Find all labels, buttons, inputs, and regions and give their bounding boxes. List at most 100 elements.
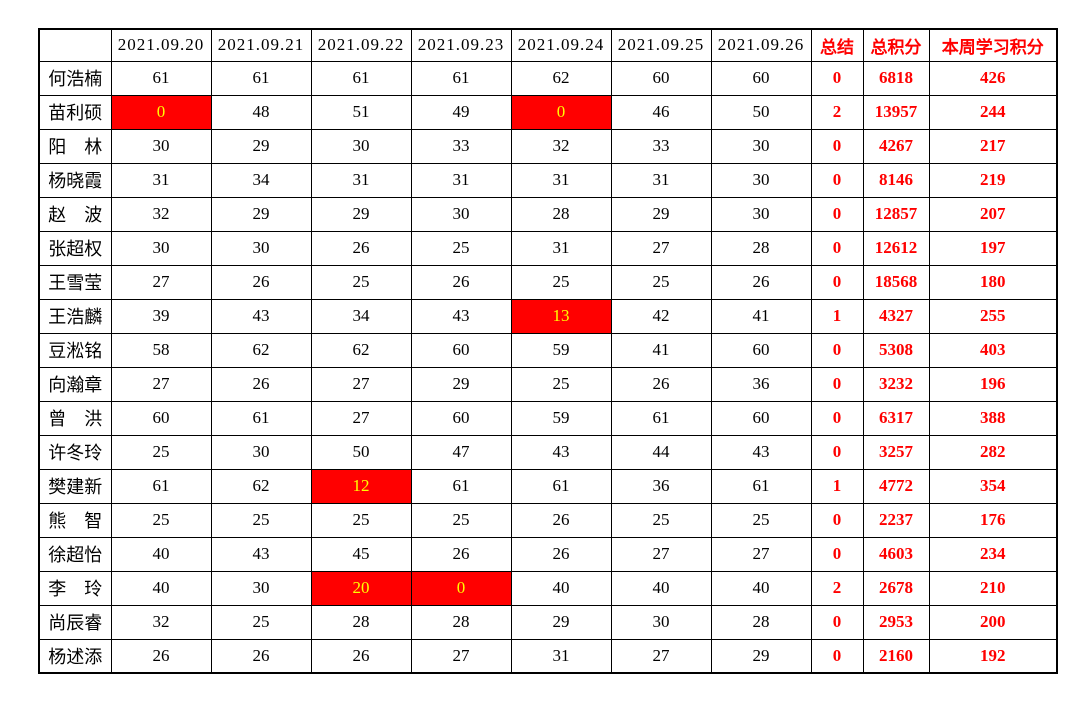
daily-score-cell: 59 — [510, 332, 612, 368]
daily-score-cell: 62 — [210, 468, 312, 504]
daily-score-cell: 40 — [110, 536, 212, 572]
daily-score-cell: 29 — [310, 196, 412, 232]
daily-score-cell: 41 — [710, 298, 812, 334]
date-header-cell: 2021.09.24 — [510, 28, 612, 62]
daily-score-cell: 61 — [510, 468, 612, 504]
date-header-cell: 2021.09.26 — [710, 28, 812, 62]
daily-score-cell: 50 — [310, 434, 412, 470]
table-row: 杨晓霞 31 34 31 31 31 31 30 0 8146 219 — [38, 162, 1058, 198]
daily-score-cell: 30 — [110, 230, 212, 266]
table-row: 杨述添 26 26 26 27 31 27 29 0 2160 192 — [38, 638, 1058, 674]
daily-score-cell: 26 — [110, 638, 212, 674]
daily-score-cell: 30 — [710, 196, 812, 232]
week-points-cell: 180 — [928, 264, 1058, 300]
daily-score-cell: 31 — [110, 162, 212, 198]
week-points-cell: 234 — [928, 536, 1058, 572]
daily-score-cell: 26 — [210, 638, 312, 674]
student-name-cell: 苗利硕 — [38, 94, 112, 130]
table-row: 许冬玲 25 30 50 47 43 44 43 0 3257 282 — [38, 434, 1058, 470]
daily-score-cell: 28 — [310, 604, 412, 640]
daily-score-cell: 27 — [310, 400, 412, 436]
daily-score-cell: 25 — [210, 502, 312, 538]
summary-count-cell: 2 — [810, 570, 864, 606]
daily-score-cell: 30 — [210, 434, 312, 470]
week-points-cell: 207 — [928, 196, 1058, 232]
daily-score-cell: 26 — [410, 264, 512, 300]
daily-score-cell: 60 — [110, 400, 212, 436]
daily-score-cell: 39 — [110, 298, 212, 334]
daily-score-cell: 47 — [410, 434, 512, 470]
total-points-cell: 2953 — [862, 604, 930, 640]
daily-score-cell: 48 — [210, 94, 312, 130]
daily-score-cell: 25 — [310, 502, 412, 538]
daily-score-cell: 43 — [210, 298, 312, 334]
summary-count-cell: 0 — [810, 638, 864, 674]
daily-score-cell: 46 — [610, 94, 712, 130]
daily-score-cell: 43 — [210, 536, 312, 572]
summary-count-cell: 0 — [810, 196, 864, 232]
summary-count-cell: 0 — [810, 332, 864, 368]
daily-score-cell: 29 — [510, 604, 612, 640]
summary-count-cell: 0 — [810, 264, 864, 300]
daily-score-cell: 32 — [110, 604, 212, 640]
daily-score-cell: 25 — [310, 264, 412, 300]
date-header-cell: 2021.09.23 — [410, 28, 512, 62]
date-header-cell: 2021.09.21 — [210, 28, 312, 62]
daily-score-cell: 27 — [410, 638, 512, 674]
daily-score-cell: 26 — [310, 230, 412, 266]
total-points-cell: 5308 — [862, 332, 930, 368]
total-points-cell: 12857 — [862, 196, 930, 232]
daily-score-cell: 30 — [310, 128, 412, 164]
week-points-cell: 176 — [928, 502, 1058, 538]
daily-score-cell: 50 — [710, 94, 812, 130]
total-points-cell: 4327 — [862, 298, 930, 334]
daily-score-cell: 61 — [710, 468, 812, 504]
table-row: 尚辰睿 32 25 28 28 29 30 28 0 2953 200 — [38, 604, 1058, 640]
table-row: 曾 洪 60 61 27 60 59 61 60 0 6317 388 — [38, 400, 1058, 436]
daily-score-cell: 29 — [410, 366, 512, 402]
daily-score-cell: 43 — [410, 298, 512, 334]
corner-header-cell — [38, 28, 112, 62]
daily-score-cell: 28 — [510, 196, 612, 232]
daily-score-cell: 51 — [310, 94, 412, 130]
total-points-cell: 6818 — [862, 60, 930, 96]
daily-score-cell: 62 — [310, 332, 412, 368]
daily-score-cell: 26 — [610, 366, 712, 402]
student-name-cell: 王浩麟 — [38, 298, 112, 334]
total-points-cell: 2237 — [862, 502, 930, 538]
summary-count-cell: 2 — [810, 94, 864, 130]
daily-score-cell: 61 — [210, 60, 312, 96]
table-row: 王雪莹 27 26 25 26 25 25 26 0 18568 180 — [38, 264, 1058, 300]
daily-score-cell: 36 — [610, 468, 712, 504]
total-points-cell: 2678 — [862, 570, 930, 606]
daily-score-cell: 31 — [310, 162, 412, 198]
daily-score-cell: 25 — [510, 366, 612, 402]
daily-score-cell: 31 — [610, 162, 712, 198]
table-row: 熊 智 25 25 25 25 26 25 25 0 2237 176 — [38, 502, 1058, 538]
week-points-cell: 244 — [928, 94, 1058, 130]
summary-count-cell: 0 — [810, 604, 864, 640]
table-row: 张超权 30 30 26 25 31 27 28 0 12612 197 — [38, 230, 1058, 266]
daily-score-cell: 41 — [610, 332, 712, 368]
total-points-cell: 4772 — [862, 468, 930, 504]
student-name-cell: 赵 波 — [38, 196, 112, 232]
daily-score-cell: 30 — [410, 196, 512, 232]
daily-score-cell: 28 — [710, 230, 812, 266]
daily-score-cell: 45 — [310, 536, 412, 572]
daily-score-cell: 40 — [510, 570, 612, 606]
daily-score-cell: 25 — [610, 264, 712, 300]
highlighted-score-cell: 12 — [310, 468, 412, 504]
daily-score-cell: 29 — [210, 128, 312, 164]
daily-score-cell: 60 — [410, 332, 512, 368]
week-points-cell: 426 — [928, 60, 1058, 96]
daily-score-cell: 30 — [710, 162, 812, 198]
daily-score-cell: 25 — [710, 502, 812, 538]
week-points-header: 本周学习积分 — [928, 28, 1058, 62]
table-row: 李 玲 40 30 20 0 40 40 40 2 2678 210 — [38, 570, 1058, 606]
daily-score-cell: 25 — [410, 502, 512, 538]
daily-score-cell: 43 — [510, 434, 612, 470]
summary-count-cell: 0 — [810, 400, 864, 436]
week-points-cell: 354 — [928, 468, 1058, 504]
student-name-cell: 李 玲 — [38, 570, 112, 606]
